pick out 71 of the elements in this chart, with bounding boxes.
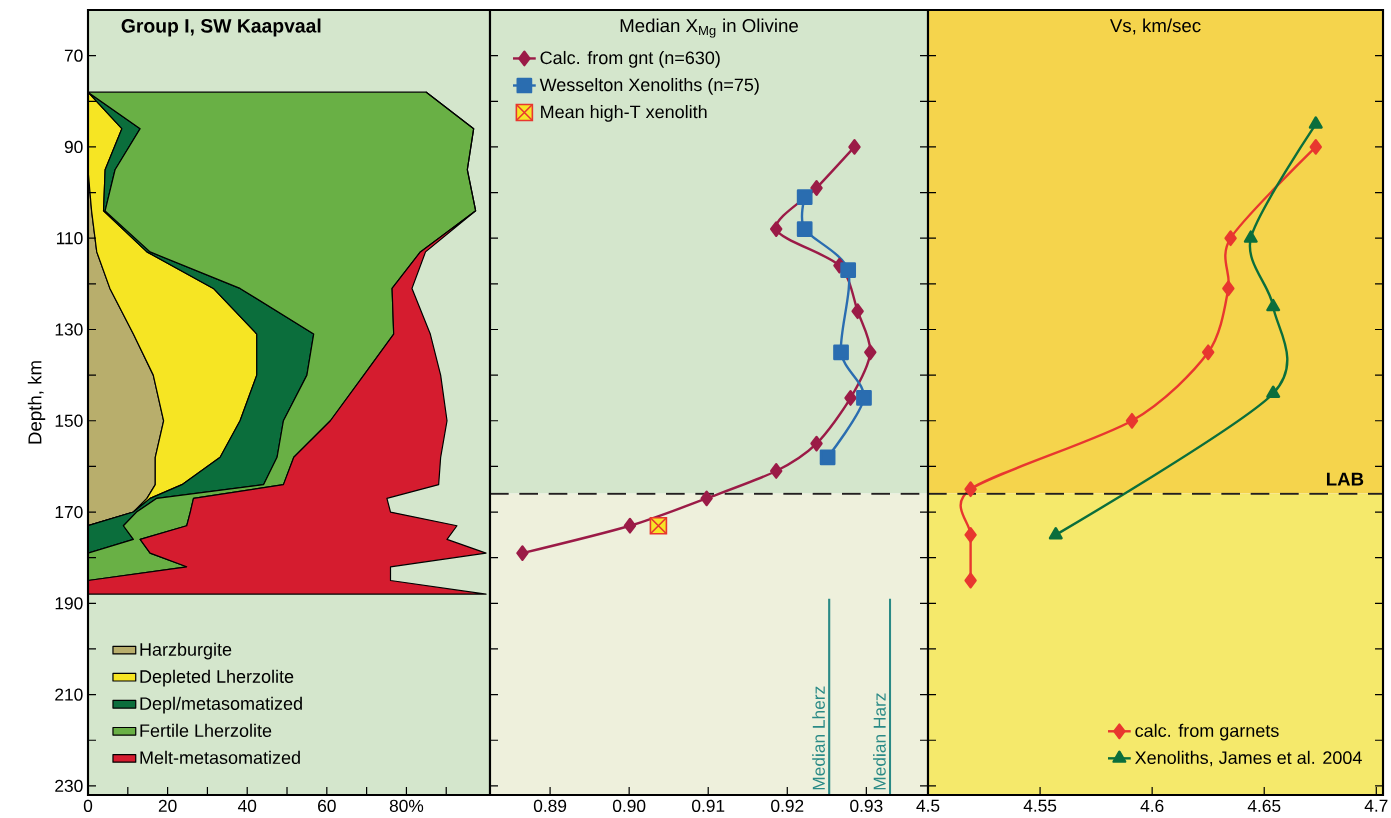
point [796, 189, 813, 205]
legend-label: Melt-metasomatized [140, 750, 300, 765]
y-tick-label: 90 [64, 140, 83, 154]
point [844, 390, 857, 406]
point [1243, 230, 1258, 243]
point [819, 449, 836, 466]
y-tick-label: 70 [64, 49, 83, 62]
y-tick-label: 230 [55, 779, 83, 793]
point [840, 262, 857, 279]
text: Median Harz [873, 693, 886, 790]
x-tick-label: 80% [389, 799, 424, 812]
point [623, 517, 637, 534]
x-tick-label: 0.89 [533, 799, 567, 812]
legend-label: Xenoliths, James et al. 2004 [1135, 750, 1362, 767]
point [864, 344, 877, 361]
point [1048, 527, 1063, 540]
legend-label: Fertile Lherzolite [140, 723, 272, 737]
y-tick-label: 210 [55, 688, 83, 701]
x-tick-label: 4.5 [916, 799, 940, 812]
point [1266, 385, 1281, 398]
point [770, 221, 783, 237]
point [700, 490, 713, 507]
x-tick-label: 40 [237, 799, 257, 812]
x-tick-label: 0.92 [771, 799, 804, 812]
chart-title: Group I, SW Kaapvaal [121, 18, 321, 37]
point [964, 572, 977, 589]
legend-label: Calc. from gnt (n=630) [540, 50, 720, 68]
y-tick-label: 110 [56, 232, 83, 245]
point [964, 481, 977, 498]
point [1308, 116, 1323, 129]
x-tick-label: 4.6 [1140, 799, 1164, 812]
point [1125, 412, 1139, 429]
y-tick-label: 130 [55, 323, 83, 336]
chart-title: Vs, km/sec [1109, 18, 1201, 35]
x-tick-label: 60 [318, 799, 336, 812]
point [796, 221, 813, 237]
point [770, 463, 783, 479]
point [810, 435, 823, 452]
ref-line-label: LAB [1326, 472, 1364, 486]
x-tick-label: 4.65 [1247, 799, 1281, 812]
x-tick-label: 4.55 [1023, 799, 1057, 812]
x-tick-label: 0.90 [612, 799, 646, 812]
x-tick-label: 0.91 [692, 799, 725, 812]
y-tick-label: 170 [55, 505, 83, 519]
point [1266, 298, 1281, 312]
x-tick-label: 4.7 [1364, 799, 1388, 812]
y-axis-title: Depth, km [27, 361, 46, 444]
y-tick-label: 150 [55, 414, 83, 427]
legend-label: calc. from garnets [1135, 723, 1279, 741]
point [964, 527, 977, 543]
point [1201, 344, 1215, 361]
point [848, 139, 861, 155]
point [810, 180, 823, 196]
legend-label: Depl/metasomatized [140, 696, 302, 714]
legend-label: Depleted Lherzolite [140, 669, 294, 687]
point [1309, 139, 1322, 155]
text: Median Lherz [812, 686, 825, 790]
legend-label: Wesselton Xenoliths (n=75) [539, 77, 759, 95]
point [856, 390, 872, 406]
legend-label: Mean high-T xenolith [541, 105, 707, 122]
x-tick-label: 0 [83, 799, 93, 812]
point [851, 303, 864, 320]
x-tick-label: 20 [158, 799, 177, 812]
chart-title: Median X$_{Mg}$ in Olivine [620, 18, 798, 38]
point [833, 344, 849, 361]
point [1222, 280, 1235, 297]
legend-label: Harzburgite [140, 642, 232, 660]
point [1224, 230, 1237, 247]
x-tick-label: 0.93 [850, 799, 883, 812]
point [516, 545, 529, 561]
y-tick-label: 190 [55, 597, 83, 610]
